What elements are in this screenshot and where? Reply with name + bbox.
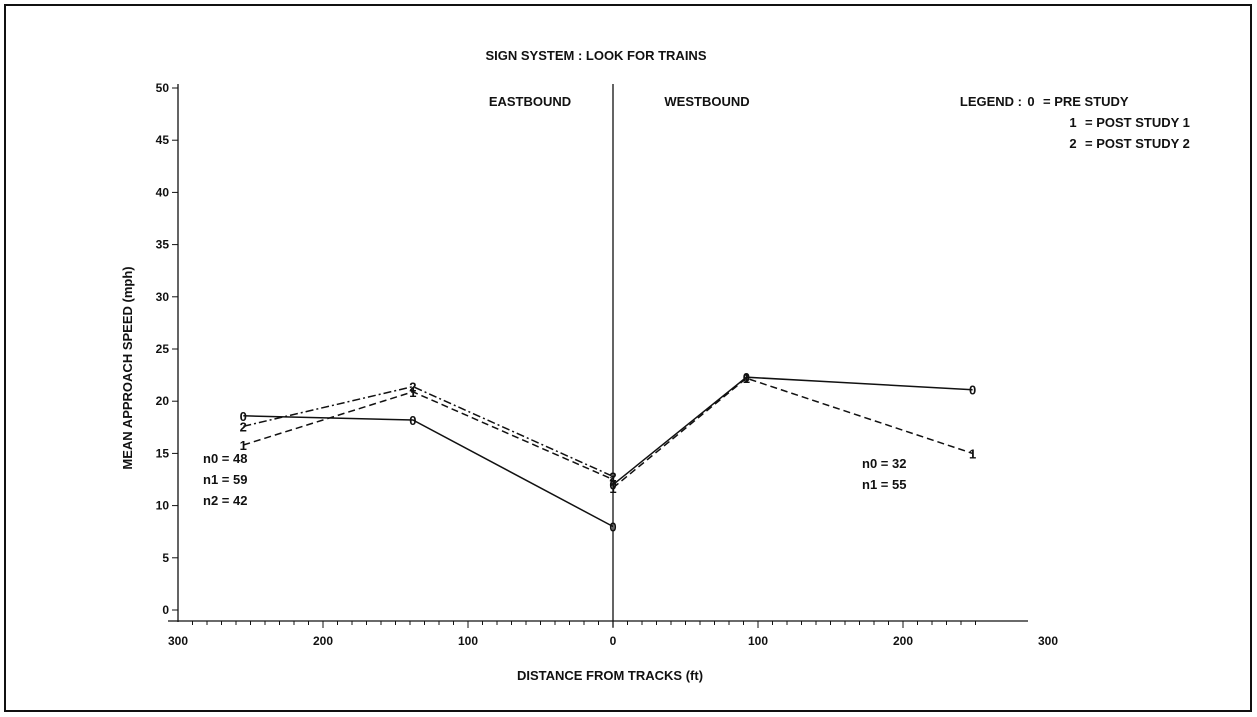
x-tick-label-5: 200 — [893, 634, 913, 648]
legend-marker-2: 2 — [1069, 136, 1076, 151]
series-0-point-0-1: 0 — [409, 413, 416, 428]
series-1-line-1 — [612, 377, 973, 489]
x-tick-label-4: 100 — [748, 634, 768, 648]
series-0-line-0 — [243, 415, 614, 528]
series-0-point-1-0: 0 — [609, 478, 616, 493]
legend-marker-0: 0 — [1027, 94, 1034, 109]
westbound-count-n0: n0 = 32 — [862, 456, 906, 471]
westbound-label: WESTBOUND — [664, 94, 749, 109]
series-1-point-0-0: 1 — [240, 438, 247, 453]
series-0-line-1 — [612, 376, 973, 486]
westbound-count-n1: n1 = 55 — [862, 477, 906, 492]
y-tick-label-25: 25 — [156, 342, 170, 356]
x-tick-label-3: 0 — [610, 634, 617, 648]
y-axis-label: MEAN APPROACH SPEED (mph) — [120, 266, 135, 469]
y-tick-label-5: 5 — [162, 551, 169, 565]
series-1-point-1-0: 1 — [609, 481, 616, 496]
series-2-point-0-1: 2 — [409, 380, 416, 395]
eastbound-count-n0: n0 = 48 — [203, 451, 247, 466]
series-0-point-0-0: 0 — [240, 409, 247, 424]
y-tick-label-40: 40 — [156, 185, 170, 199]
chart-frame — [4, 4, 1252, 712]
y-tick-label-0: 0 — [162, 603, 169, 617]
series-0-point-1-2: 0 — [969, 383, 976, 398]
legend-marker-1: 1 — [1069, 115, 1076, 130]
series-2-point-0-2: 2 — [609, 469, 616, 484]
y-tick-label-50: 50 — [156, 81, 170, 95]
series-1-point-1-1: 1 — [743, 371, 750, 386]
series-1-point-0-2: 1 — [609, 473, 616, 488]
y-tick-label-10: 10 — [156, 499, 170, 513]
x-tick-label-0: 300 — [168, 634, 188, 648]
x-axis-label: DISTANCE FROM TRACKS (ft) — [517, 668, 703, 683]
series-1-point-0-1: 1 — [409, 385, 416, 400]
y-tick-label-20: 20 — [156, 394, 170, 408]
x-tick-label-6: 300 — [1038, 634, 1058, 648]
series-2-point-0-0: 2 — [240, 419, 247, 434]
series-2-line-0 — [243, 385, 614, 478]
legend-text-1: = POST STUDY 1 — [1085, 115, 1190, 130]
y-tick-label-45: 45 — [156, 133, 170, 147]
legend-text-0: = PRE STUDY — [1043, 94, 1129, 109]
series-0-point-1-1: 0 — [743, 370, 750, 385]
series-1-point-1-2: 1 — [969, 446, 976, 461]
eastbound-count-n2: n2 = 42 — [203, 493, 247, 508]
series-1-line-0 — [243, 391, 614, 481]
x-tick-label-2: 100 — [458, 634, 478, 648]
y-tick-label-30: 30 — [156, 290, 170, 304]
legend-header: LEGEND : — [960, 94, 1022, 109]
eastbound-count-n1: n1 = 59 — [203, 472, 247, 487]
legend-text-2: = POST STUDY 2 — [1085, 136, 1190, 151]
y-tick-label-15: 15 — [156, 446, 170, 460]
chart-title: SIGN SYSTEM : LOOK FOR TRAINS — [485, 48, 706, 63]
series-0-point-0-2: 0 — [609, 520, 616, 535]
x-tick-label-1: 200 — [313, 634, 333, 648]
y-tick-label-35: 35 — [156, 238, 170, 252]
eastbound-label: EASTBOUND — [489, 94, 571, 109]
